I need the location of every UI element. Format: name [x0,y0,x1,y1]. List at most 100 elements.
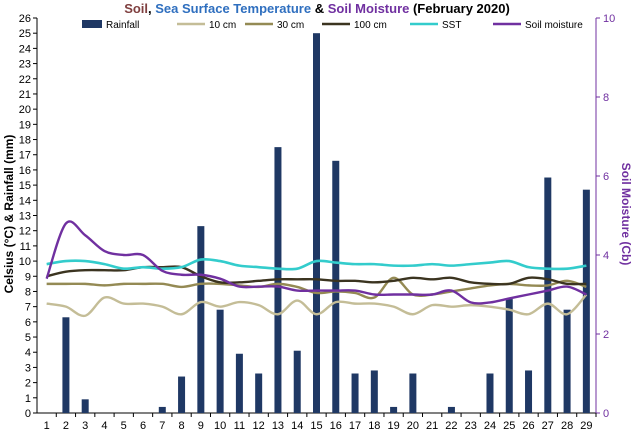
x-tick-label: 12 [253,420,265,432]
x-tick-label: 27 [542,420,554,432]
plot-area: 0123456789101112131415161718192021222324… [19,13,616,432]
rainfall-bar [313,33,320,413]
x-tick-label: 5 [121,420,127,432]
title-part-0: Soil [124,1,148,16]
rainfall-bar [255,373,263,413]
y-tick-label: 26 [19,13,31,25]
title-part-2: Sea Surface Temperature [155,1,311,16]
rainfall-bar [370,370,378,413]
x-tick-label: 19 [387,420,399,432]
y-tick-label: 12 [19,226,31,238]
rainfall-bar [178,376,186,413]
rainfall-bar [563,309,571,413]
y-tick-label: 2 [25,378,31,390]
rainfall-bar [544,177,552,413]
rainfall-bar [62,317,70,413]
rainfall-bar [216,309,224,413]
y-tick-label: 23 [19,59,31,71]
y-tick-label: 5 [25,332,31,344]
x-tick-label: 7 [159,420,165,432]
y-tick-label: 18 [19,135,31,147]
series-line-soil-moisture [45,220,587,305]
rainfall-bar [486,373,494,413]
x-tick-label: 4 [101,420,107,432]
rainfall-bar [390,406,398,413]
y-tick-label: 15 [19,180,31,192]
y-tick-label: 1 [25,393,31,405]
x-tick-label: 10 [214,420,226,432]
y-tick-label: 7 [25,302,31,314]
y-tick-label: 0 [25,408,31,420]
legend-label-soil-moisture: Soil moisture [525,20,583,31]
y2-axis-title: Soil Moisture (Cb) [619,163,633,266]
y-tick-label: 19 [19,119,31,131]
x-tick-label: 18 [368,420,380,432]
x-tick-label: 21 [426,420,438,432]
y-tick-label: 3 [25,362,31,374]
x-tick-label: 9 [198,420,204,432]
y2-tick-label: 8 [603,92,609,104]
x-tick-label: 15 [310,420,322,432]
y-tick-label: 20 [19,104,31,116]
rainfall-bar [235,353,243,413]
legend: Rainfall 10 cm 30 cm 100 cm SST Soil moisture [82,20,583,31]
rainfall-bar [197,226,205,413]
y2-tick-label: 4 [603,250,609,262]
series-line-sst [46,257,587,271]
x-tick-label: 3 [82,420,88,432]
x-tick-label: 23 [465,420,477,432]
rainfall-bar [351,373,359,413]
series-line-10-cm [46,293,588,318]
rainfall-bar [81,399,89,413]
legend-label-100-cm: 100 cm [354,20,387,31]
y-axis-title: Celsius (°C) & Rainfall (mm) [2,135,16,294]
y-tick-label: 22 [19,74,31,86]
y-tick-label: 16 [19,165,31,177]
x-tick-label: 25 [503,420,515,432]
y-tick-label: 14 [19,195,31,207]
x-tick-label: 6 [140,420,146,432]
legend-swatch-rainfall [82,20,102,28]
y-tick-label: 4 [25,347,31,359]
rainfall-bar [293,350,301,413]
y-tick-label: 13 [19,211,31,223]
x-tick-label: 26 [522,420,534,432]
rainfall-bar [447,406,455,413]
x-tick-label: 17 [349,420,361,432]
x-tick-label: 13 [272,420,284,432]
x-tick-label: 29 [580,420,592,432]
x-tick-label: 11 [234,420,245,432]
x-tick-label: 22 [445,420,457,432]
x-tick-label: 20 [407,420,419,432]
y2-tick-label: 2 [603,329,609,341]
rainfall-bar [332,160,340,413]
title-part-1: , [148,1,155,16]
chart-title: Soil, Sea Surface Temperature & Soil Moi… [124,1,510,16]
y-tick-label: 17 [19,150,31,162]
legend-label-rainfall: Rainfall [106,20,139,31]
x-tick-label: 16 [330,420,342,432]
x-tick-label: 14 [291,420,303,432]
rainfall-bar [582,189,590,413]
legend-label-30-cm: 30 cm [277,20,304,31]
y-tick-label: 9 [25,271,31,283]
y-tick-label: 11 [20,241,31,253]
y-tick-label: 8 [25,286,31,298]
x-tick-label: 28 [561,420,573,432]
y-tick-label: 6 [25,317,31,329]
title-part-3: & [311,1,328,16]
y2-tick-label: 0 [603,408,609,420]
x-tick-label: 1 [44,420,50,432]
rainfall-bar [505,299,513,413]
x-tick-label: 24 [484,420,496,432]
y-tick-label: 25 [19,28,31,40]
y2-tick-label: 10 [603,13,615,25]
x-tick-label: 2 [63,420,69,432]
y-tick-label: 10 [19,256,31,268]
y2-tick-label: 6 [603,171,609,183]
legend-label-sst: SST [442,20,461,31]
title-part-5: (February 2020) [409,1,509,16]
y-tick-label: 21 [19,89,31,101]
y-tick-label: 24 [19,43,31,55]
